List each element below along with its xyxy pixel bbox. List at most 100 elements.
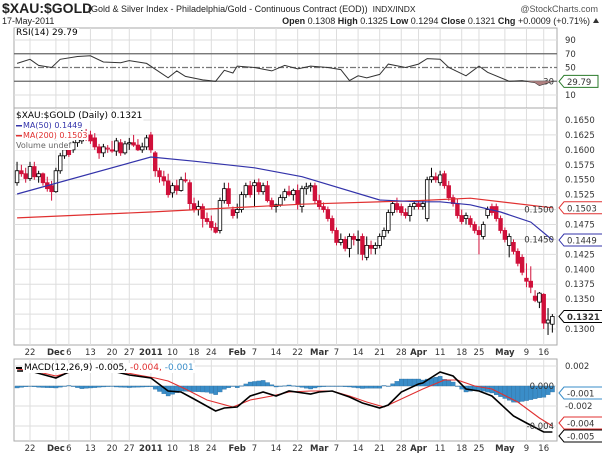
- candle-body: [390, 203, 395, 213]
- macd-histogram-bar: [399, 378, 404, 387]
- macd-tick-label: 0.002: [565, 362, 589, 372]
- date-tick-label: 22: [292, 348, 303, 358]
- macd-histogram-bar: [515, 385, 521, 403]
- macd-histogram-bar: [355, 385, 361, 389]
- macd-histogram-bar: [377, 385, 383, 389]
- price-tick-label: 0.1475: [565, 220, 595, 230]
- macd-signal-badge: -0.004: [567, 420, 594, 430]
- macd-histogram-bar: [222, 385, 227, 390]
- candle-body: [282, 191, 287, 199]
- macd-legend-value: -0.005,: [95, 363, 127, 373]
- candle-body: [541, 293, 546, 324]
- candle-body: [269, 200, 274, 207]
- macd-histogram-bar: [373, 385, 378, 389]
- price-tick-label: 0.1575: [565, 161, 595, 171]
- candle-body: [191, 203, 197, 210]
- candle-body: [140, 146, 145, 151]
- candle-body: [537, 292, 542, 303]
- ma50-legend: MA(50) 0.1449: [23, 121, 82, 130]
- close-label: Close: [441, 16, 466, 26]
- candle-body: [364, 244, 369, 258]
- date-tick-label: 18: [189, 444, 200, 454]
- macd-histogram-bar: [114, 385, 119, 388]
- candle-body: [329, 218, 335, 231]
- candle-body: [433, 176, 438, 181]
- candle-body: [204, 218, 210, 222]
- candle-body: [368, 244, 374, 249]
- candle-body: [127, 142, 132, 145]
- macd-histogram-bar: [394, 381, 400, 387]
- macd-histogram-bar: [109, 385, 115, 387]
- candle-body: [442, 173, 447, 187]
- macd-histogram-bar: [351, 385, 357, 388]
- macd-histogram-bar: [62, 385, 67, 387]
- date-tick-label: May: [495, 348, 515, 358]
- rsi-legend-background: [15, 28, 79, 38]
- date-tick-label: 16: [538, 348, 549, 358]
- stockcharts-logo: @StockCharts.com: [520, 4, 598, 14]
- date-tick-label: 20: [107, 348, 118, 358]
- candle-body: [239, 194, 244, 210]
- macd-histogram-bar: [308, 385, 313, 390]
- macd-histogram-bar: [88, 385, 93, 389]
- macd-histogram-bar: [524, 385, 529, 401]
- macd-histogram-bar: [403, 378, 408, 387]
- candle-body: [550, 316, 555, 325]
- price-tick-label: 0.1525: [565, 191, 595, 201]
- candle-body: [481, 224, 486, 237]
- candle-body: [446, 185, 451, 199]
- macd-histogram-bar: [157, 385, 162, 392]
- symbol-description: (Gold & Silver Index - Philadelphia/Gold…: [88, 4, 368, 14]
- macd-histogram-bar: [329, 385, 335, 387]
- macd-histogram-bar: [230, 385, 236, 387]
- ma200-legend-background: [22, 131, 89, 140]
- candle-body: [226, 188, 231, 204]
- candle-body: [19, 170, 24, 175]
- macd-histogram-bar: [368, 385, 374, 389]
- candle-body: [183, 179, 188, 182]
- macd-histogram-bar: [291, 385, 296, 387]
- candle-body: [494, 206, 499, 219]
- macd-histogram-bar: [321, 385, 326, 387]
- candle-body: [14, 170, 20, 184]
- date-tick-label: 7: [334, 444, 339, 454]
- candle-body: [437, 174, 443, 184]
- macd-value-badge: -0.005: [567, 433, 594, 443]
- date-axis-bottom: 22 Dec 6 13 20 27 2011 10 18 24 Feb 7 14 22 Mar 7 14 21 28…: [25, 444, 550, 454]
- date-tick-label: 22: [292, 444, 303, 454]
- ma200-legend-swatch: [16, 135, 22, 137]
- macd-histogram-bar: [519, 385, 525, 402]
- candle-body: [62, 149, 67, 157]
- date-tick-label: 18: [456, 444, 467, 454]
- ma50-line: [16, 156, 553, 241]
- rsi-tick-label: 10: [565, 91, 576, 101]
- chg-value: +0.0009 (+0.71%): [518, 16, 590, 26]
- macd-histogram-bar: [96, 385, 102, 388]
- candle-body: [105, 147, 110, 150]
- macd-histogram-bar: [364, 385, 370, 389]
- ma200-legend: MA(200) 0.1503: [23, 131, 87, 140]
- macd-histogram-bar: [196, 385, 201, 392]
- exchange-label: INDX/INDX: [373, 4, 416, 14]
- date-tick-label: 13: [85, 348, 96, 358]
- date-tick-label: 18: [189, 348, 200, 358]
- volume-legend-background: [15, 141, 73, 150]
- volume-legend: Volume undef: [16, 141, 71, 150]
- date-tick-label: 7: [252, 348, 257, 358]
- candle-body: [377, 236, 382, 246]
- rsi-value-badge: 29.79: [567, 78, 591, 88]
- candle-body: [304, 186, 309, 190]
- low-value: 0.1294: [411, 16, 439, 26]
- candle-body: [260, 185, 266, 193]
- macd-histogram-bar: [127, 385, 132, 388]
- date-tick-label: Feb: [229, 348, 246, 358]
- date-tick-label: Mar: [310, 348, 329, 358]
- date-tick-label: 21: [374, 348, 385, 358]
- macd-hist-badge: -0.001: [567, 390, 594, 400]
- candle-body: [463, 215, 469, 219]
- candle-body: [325, 209, 331, 219]
- candle-body: [230, 209, 236, 216]
- macd-histogram-bar: [122, 385, 128, 388]
